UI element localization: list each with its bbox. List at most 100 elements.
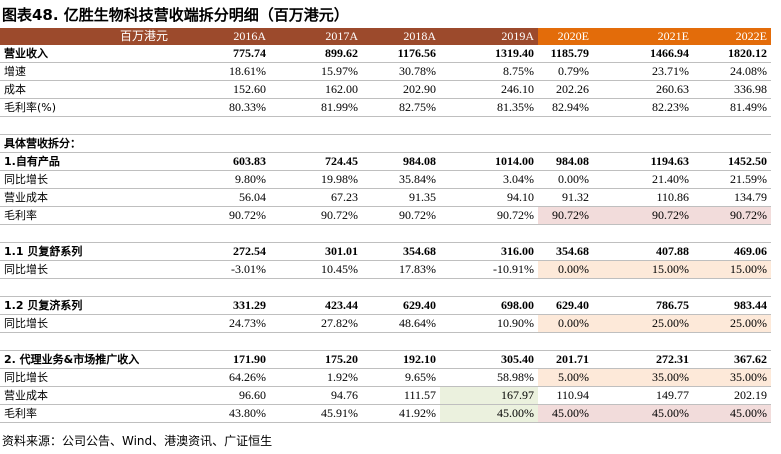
data-row: 营业成本 96.60 94.76 111.57 167.97 110.94 149.77 20… [0,386,771,405]
value-cell: 316.00 [440,242,538,261]
value-cell: 202.19 [693,386,771,405]
empty-cell [270,332,362,351]
header-cell: 2017A [270,28,362,45]
source-note: 资料来源：公司公告、Wind、港澳资讯、广证恒生 [2,434,273,448]
value-cell [270,134,362,153]
value-cell: 45.00% [538,404,593,423]
data-row: 1.2 贝复济系列 331.29 423.44 629.40 698.00 629.40 7… [0,296,771,315]
value-cell: 82.94% [538,98,593,117]
value-cell: 202.90 [362,80,440,99]
value-cell: 90.72% [172,206,270,225]
row-label: 毛利率(%) [0,98,172,117]
empty-cell [0,224,172,243]
value-cell: 110.94 [538,386,593,405]
value-cell: 17.83% [362,260,440,279]
empty-cell [593,278,693,297]
value-cell [440,134,538,153]
value-cell: 30.78% [362,62,440,81]
value-cell: 91.32 [538,188,593,207]
empty-cell [270,224,362,243]
value-cell: 9.65% [362,368,440,387]
value-cell: 134.79 [693,188,771,207]
row-label: 1.1 贝复舒系列 [0,242,172,261]
value-cell: 90.72% [693,206,771,225]
value-cell: 1452.50 [693,152,771,171]
value-cell: 45.91% [270,404,362,423]
empty-cell [440,278,538,297]
value-cell: 111.57 [362,386,440,405]
value-cell: 149.77 [593,386,693,405]
value-cell: 984.08 [538,152,593,171]
header-row: 百万港元 2016A 2017A 2018A 2019A 2020E 2021E 2022E [0,28,771,45]
empty-cell [538,332,593,351]
empty-cell [440,116,538,135]
value-cell: 629.40 [362,296,440,315]
value-cell: 48.64% [362,314,440,333]
value-cell: 175.20 [270,350,362,369]
value-cell: 24.73% [172,314,270,333]
data-row: 毛利率 90.72% 90.72% 90.72% 90.72% 90.72% 90.72% 9… [0,206,771,225]
value-cell: 1.92% [270,368,362,387]
value-cell: 301.01 [270,242,362,261]
value-cell: 162.00 [270,80,362,99]
row-label: 具体营收拆分： [0,134,172,153]
value-cell: 786.75 [593,296,693,315]
value-cell: 603.83 [172,152,270,171]
header-cell: 百万港元 [0,28,172,45]
value-cell [362,134,440,153]
value-cell: 15.00% [593,260,693,279]
row-label: 营业成本 [0,386,172,405]
value-cell: 423.44 [270,296,362,315]
value-cell: 23.71% [593,62,693,81]
value-cell: 899.62 [270,45,362,63]
value-cell [593,134,693,153]
row-label: 毛利率 [0,404,172,423]
value-cell: 260.63 [593,80,693,99]
value-cell: 272.31 [593,350,693,369]
value-cell: 629.40 [538,296,593,315]
spacer-row [0,278,771,297]
value-cell: 94.10 [440,188,538,207]
value-cell: 1185.79 [538,45,593,63]
header-cell: 2016A [172,28,270,45]
value-cell: 354.68 [362,242,440,261]
value-cell: 94.76 [270,386,362,405]
value-cell: -3.01% [172,260,270,279]
value-cell: 21.59% [693,170,771,189]
value-cell: 152.60 [172,80,270,99]
value-cell: 90.72% [538,206,593,225]
empty-cell [593,116,693,135]
value-cell: 96.60 [172,386,270,405]
value-cell: 45.00% [693,404,771,423]
data-row: 营业收入 775.74 899.62 1176.56 1319.40 1185.79 146… [0,45,771,63]
empty-cell [0,278,172,297]
value-cell: 354.68 [538,242,593,261]
value-cell: 171.90 [172,350,270,369]
value-cell: 90.72% [270,206,362,225]
value-cell: 56.04 [172,188,270,207]
value-cell: 90.72% [593,206,693,225]
empty-cell [440,224,538,243]
value-cell: 775.74 [172,45,270,63]
value-cell: 110.86 [593,188,693,207]
value-cell: 80.33% [172,98,270,117]
header-cell: 2020E [538,28,593,45]
header-cell: 2018A [362,28,440,45]
empty-cell [693,278,771,297]
row-label: 增速 [0,62,172,81]
data-row: 同比增长 -3.01% 10.45% 17.83% -10.91% 0.00% 15.00%… [0,260,771,279]
value-cell: 1176.56 [362,45,440,63]
value-cell: 90.72% [362,206,440,225]
data-row: 1.1 贝复舒系列 272.54 301.01 354.68 316.00 354.68 4… [0,242,771,261]
spacer-row [0,332,771,351]
header-cell: 2022E [693,28,771,45]
empty-cell [362,332,440,351]
data-row: 同比增长 64.26% 1.92% 9.65% 58.98% 5.00% 35.00% 35.… [0,368,771,387]
data-row: 营业成本 56.04 67.23 91.35 94.10 91.32 110.86 134.7… [0,188,771,207]
row-label: 营业收入 [0,45,172,63]
row-label: 同比增长 [0,170,172,189]
spacer-row [0,224,771,243]
value-cell: 18.61% [172,62,270,81]
value-cell: 202.26 [538,80,593,99]
row-label: 同比增长 [0,368,172,387]
